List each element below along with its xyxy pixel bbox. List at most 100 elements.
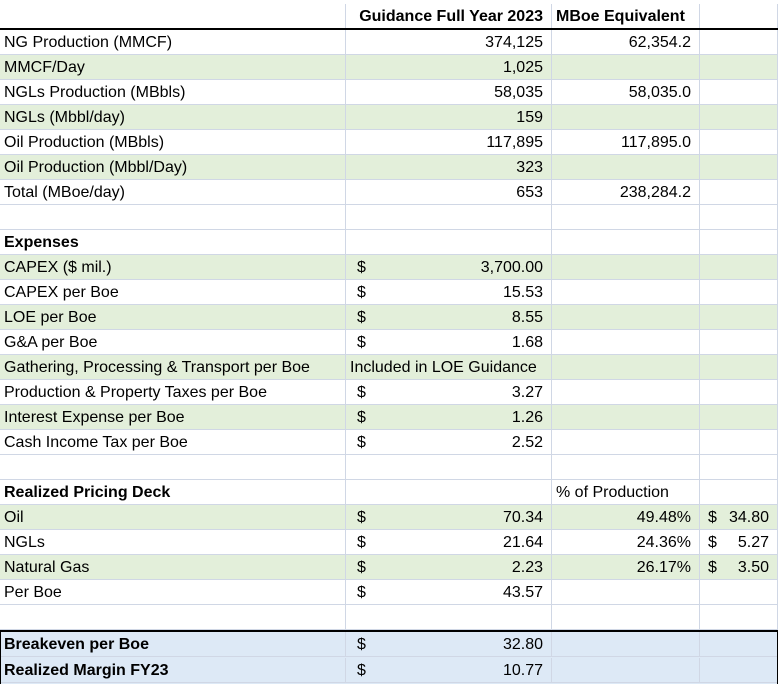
row-label[interactable]: LOE per Boe xyxy=(0,305,346,330)
empty-cell[interactable] xyxy=(552,405,700,430)
empty-cell[interactable] xyxy=(700,632,778,657)
row-label[interactable]: Natural Gas xyxy=(0,555,346,580)
empty-cell[interactable] xyxy=(700,330,778,355)
row-label[interactable]: Oil Production (MBbls) xyxy=(0,130,346,155)
empty-cell[interactable] xyxy=(346,605,552,630)
row-label[interactable]: Interest Expense per Boe xyxy=(0,405,346,430)
row-label[interactable]: Cash Income Tax per Boe xyxy=(0,430,346,455)
empty-cell[interactable] xyxy=(700,480,778,505)
currency-value-cell[interactable]: $3.27 xyxy=(346,380,552,405)
currency-value-cell[interactable]: $10.77 xyxy=(346,658,552,683)
pct-value[interactable]: 49.48% xyxy=(552,505,700,530)
empty-cell[interactable] xyxy=(552,430,700,455)
row-label[interactable]: CAPEX ($ mil.) xyxy=(0,255,346,280)
row-label[interactable]: Oil xyxy=(0,505,346,530)
empty-cell[interactable] xyxy=(552,632,700,657)
empty-cell[interactable] xyxy=(0,455,346,480)
mboe-value[interactable]: 58,035.0 xyxy=(552,80,700,105)
empty-cell[interactable] xyxy=(700,55,778,80)
weighted-value-cell[interactable]: $34.80 xyxy=(700,505,778,530)
currency-value-cell[interactable]: $8.55 xyxy=(346,305,552,330)
empty-cell[interactable] xyxy=(700,305,778,330)
row-label[interactable]: Production & Property Taxes per Boe xyxy=(0,380,346,405)
empty-cell[interactable] xyxy=(700,230,778,255)
empty-cell[interactable] xyxy=(346,480,552,505)
mboe-value[interactable]: 117,895.0 xyxy=(552,130,700,155)
mboe-value[interactable]: 62,354.2 xyxy=(552,30,700,55)
empty-cell[interactable] xyxy=(700,180,778,205)
pct-value[interactable]: 24.36% xyxy=(552,530,700,555)
empty-cell[interactable] xyxy=(700,105,778,130)
empty-cell[interactable] xyxy=(552,455,700,480)
row-label[interactable]: NGLs xyxy=(0,530,346,555)
mboe-value[interactable] xyxy=(552,155,700,180)
empty-cell[interactable] xyxy=(0,605,346,630)
row-label[interactable]: NGLs Production (MBbls) xyxy=(0,80,346,105)
guidance-value[interactable]: 159 xyxy=(346,105,552,130)
empty-cell[interactable] xyxy=(552,330,700,355)
empty-cell[interactable] xyxy=(552,280,700,305)
empty-cell[interactable] xyxy=(700,280,778,305)
currency-value-cell[interactable]: $2.23 xyxy=(346,555,552,580)
guidance-value[interactable]: 323 xyxy=(346,155,552,180)
empty-cell[interactable] xyxy=(552,380,700,405)
empty-cell[interactable] xyxy=(346,230,552,255)
empty-cell[interactable] xyxy=(700,355,778,380)
row-label[interactable]: NG Production (MMCF) xyxy=(0,30,346,55)
empty-cell[interactable] xyxy=(552,205,700,230)
row-label[interactable]: Total (MBoe/day) xyxy=(0,180,346,205)
empty-cell[interactable] xyxy=(552,255,700,280)
row-label[interactable]: MMCF/Day xyxy=(0,55,346,80)
weighted-value-cell[interactable]: $3.50 xyxy=(700,555,778,580)
currency-value-cell[interactable]: $15.53 xyxy=(346,280,552,305)
empty-cell[interactable] xyxy=(700,80,778,105)
guidance-column-header[interactable]: Guidance Full Year 2023 xyxy=(346,4,552,29)
pricing-section-title[interactable]: Realized Pricing Deck xyxy=(0,480,346,505)
row-label[interactable]: CAPEX per Boe xyxy=(0,280,346,305)
empty-cell[interactable] xyxy=(700,430,778,455)
guidance-value[interactable]: 117,895 xyxy=(346,130,552,155)
mboe-column-header[interactable]: MBoe Equivalent xyxy=(552,4,700,29)
empty-cell[interactable] xyxy=(700,405,778,430)
weighted-value-cell[interactable]: $5.27 xyxy=(700,530,778,555)
row-label[interactable]: NGLs (Mbbl/day) xyxy=(0,105,346,130)
realized-margin-label[interactable]: Realized Margin FY23 xyxy=(0,658,346,683)
currency-value-cell[interactable]: $1.68 xyxy=(346,330,552,355)
header-blank-cell[interactable] xyxy=(0,4,346,29)
mboe-value[interactable] xyxy=(552,55,700,80)
empty-cell[interactable] xyxy=(700,255,778,280)
currency-value-cell[interactable]: $43.57 xyxy=(346,580,552,605)
empty-cell[interactable] xyxy=(700,658,778,683)
guidance-value[interactable]: 1,025 xyxy=(346,55,552,80)
empty-cell[interactable] xyxy=(552,230,700,255)
empty-cell[interactable] xyxy=(346,455,552,480)
row-label[interactable]: Gathering, Processing & Transport per Bo… xyxy=(0,355,346,380)
empty-cell[interactable] xyxy=(700,205,778,230)
row-label[interactable]: Per Boe xyxy=(0,580,346,605)
row-label[interactable]: Oil Production (Mbbl/Day) xyxy=(0,155,346,180)
currency-value-cell[interactable]: $1.26 xyxy=(346,405,552,430)
mboe-value[interactable] xyxy=(552,105,700,130)
breakeven-label[interactable]: Breakeven per Boe xyxy=(0,632,346,657)
currency-value-cell[interactable]: $2.52 xyxy=(346,430,552,455)
guidance-value[interactable]: 58,035 xyxy=(346,80,552,105)
mboe-value[interactable]: 238,284.2 xyxy=(552,180,700,205)
empty-cell[interactable] xyxy=(552,355,700,380)
pct-value[interactable] xyxy=(552,580,700,605)
guidance-value[interactable]: 653 xyxy=(346,180,552,205)
empty-cell[interactable] xyxy=(700,380,778,405)
empty-cell[interactable] xyxy=(700,4,778,29)
guidance-value[interactable]: 374,125 xyxy=(346,30,552,55)
expenses-section-title[interactable]: Expenses xyxy=(0,230,346,255)
empty-cell[interactable] xyxy=(552,305,700,330)
empty-cell[interactable] xyxy=(552,658,700,683)
note-cell[interactable]: Included in LOE Guidance xyxy=(346,355,552,380)
empty-cell[interactable] xyxy=(346,205,552,230)
empty-cell[interactable] xyxy=(700,30,778,55)
empty-cell[interactable] xyxy=(700,130,778,155)
pct-value[interactable]: 26.17% xyxy=(552,555,700,580)
weighted-value-cell[interactable] xyxy=(700,580,778,605)
currency-value-cell[interactable]: $70.34 xyxy=(346,505,552,530)
pct-header-cell[interactable]: % of Production xyxy=(552,480,700,505)
currency-value-cell[interactable]: $3,700.00 xyxy=(346,255,552,280)
